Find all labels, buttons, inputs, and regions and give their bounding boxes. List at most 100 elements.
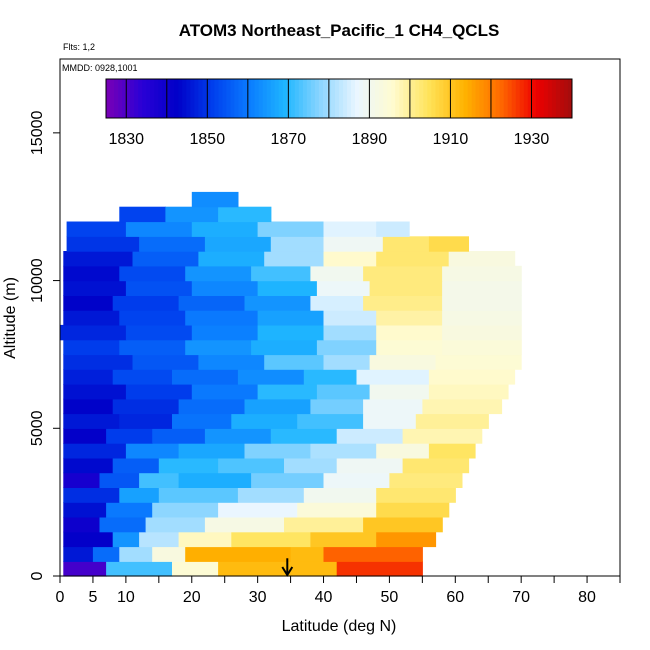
heatmap-cell <box>119 339 186 356</box>
heatmap-cell <box>257 310 325 326</box>
colorbar-swatch <box>511 79 517 118</box>
heatmap-cell <box>402 428 483 444</box>
heatmap-cell <box>106 428 153 444</box>
heatmap-cell <box>63 265 120 282</box>
colorbar-swatch <box>206 79 211 118</box>
colorbar-swatch <box>290 79 296 118</box>
colorbar-swatch <box>270 79 276 118</box>
heatmap-cell <box>191 280 259 296</box>
colorbar-swatch <box>302 79 308 118</box>
x-tick-label: 20 <box>183 589 201 606</box>
heatmap-cell <box>119 310 186 326</box>
colorbar-swatch <box>455 79 460 118</box>
colorbar-swatch <box>110 79 115 118</box>
colorbar-swatch <box>435 79 440 118</box>
colorbar-swatch <box>443 79 448 118</box>
colorbar-swatch <box>122 79 127 118</box>
colorbar-swatch <box>491 79 497 118</box>
heatmap-cell <box>323 472 390 488</box>
colorbar-swatch <box>503 79 509 118</box>
heatmap-cell <box>415 413 489 429</box>
heatmap-cell <box>185 546 292 562</box>
heatmap-cell <box>178 295 246 311</box>
heatmap-cell <box>237 487 305 503</box>
colorbar-swatch <box>298 79 304 118</box>
colorbar-swatch <box>146 79 151 118</box>
heatmap-cell <box>178 398 246 415</box>
dates-label: MMDD: 0928,1001 <box>62 63 138 73</box>
colorbar-swatch <box>154 79 159 118</box>
heatmap-cell <box>63 487 120 503</box>
heatmap-cell <box>448 251 516 267</box>
heatmap-cell <box>336 561 423 577</box>
colorbar-swatch <box>274 79 280 118</box>
colorbar-swatch <box>142 79 147 118</box>
colorbar-swatch <box>162 79 167 118</box>
colorbar-swatch <box>106 79 111 118</box>
heatmap-cell <box>389 472 463 488</box>
heatmap-cell <box>323 236 384 252</box>
colorbar-swatch <box>459 79 464 118</box>
heatmap-cell <box>442 324 522 341</box>
colorbar-swatch <box>250 79 256 118</box>
x-tick-label: 60 <box>446 589 464 606</box>
plot-frame <box>59 58 621 577</box>
heatmap-cell <box>323 251 377 267</box>
colorbar-swatch <box>126 79 131 118</box>
heatmap-cell <box>363 398 423 415</box>
heatmap-cell <box>112 531 140 548</box>
heatmap-cell <box>125 384 193 400</box>
colorbar-swatch <box>218 79 223 118</box>
heatmap-cell <box>139 236 206 252</box>
x-tick-label: 80 <box>578 589 596 606</box>
colorbar-swatch <box>531 79 537 118</box>
colorbar-swatch <box>559 79 565 118</box>
heatmap-cell <box>323 354 371 370</box>
heatmap-cell <box>191 221 259 237</box>
heatmap-cell <box>442 295 522 311</box>
heatmap-cell <box>310 531 377 548</box>
heatmap-cell <box>244 443 311 459</box>
heatmap-cell <box>63 310 120 326</box>
heatmap-cell <box>284 457 338 474</box>
colorbar-swatch <box>519 79 525 118</box>
heatmap-cell <box>442 339 522 356</box>
colorbar-swatch <box>411 79 416 118</box>
heatmap-cell <box>63 339 120 356</box>
colorbar-tick-label: 1930 <box>514 131 550 148</box>
colorbar-swatch <box>379 79 384 118</box>
heatmap-cell <box>376 324 443 341</box>
heatmap-cell <box>428 443 476 459</box>
colorbar-swatch <box>451 79 456 118</box>
heatmap-cell <box>310 265 364 282</box>
heatmap-cell <box>152 546 186 562</box>
colorbar-swatch <box>190 79 195 118</box>
heatmap-cell <box>363 413 417 429</box>
colorbar-swatch <box>238 79 243 118</box>
heatmap-cell <box>244 398 311 415</box>
heatmap-cell <box>99 516 147 533</box>
x-tick-label: 50 <box>381 589 399 606</box>
heatmap-cell <box>172 369 239 385</box>
colorbar-swatch <box>306 79 312 118</box>
heatmap-cell <box>158 457 219 474</box>
colorbar-swatch <box>567 79 573 118</box>
heatmap-cell <box>125 280 193 296</box>
heatmap-cell <box>270 428 338 444</box>
y-tick-label: 15000 <box>29 111 46 156</box>
heatmap-cell <box>152 428 206 444</box>
colorbar-swatch <box>547 79 553 118</box>
colorbar-swatch <box>266 79 272 118</box>
colorbar-swatch <box>467 79 472 118</box>
colorbar-swatch <box>419 79 424 118</box>
heatmap-cell <box>198 354 265 370</box>
colorbar-swatch <box>487 79 493 118</box>
colorbar-swatch <box>371 79 376 118</box>
colorbar-tick-label: 1830 <box>108 131 144 148</box>
heatmap-cell <box>264 354 325 370</box>
flights-label: Flts: 1,2 <box>63 42 95 52</box>
heatmap-cell <box>270 236 325 252</box>
heatmap-cell <box>422 398 503 415</box>
colorbar-swatch <box>479 79 485 118</box>
heatmap-cell <box>63 502 107 518</box>
